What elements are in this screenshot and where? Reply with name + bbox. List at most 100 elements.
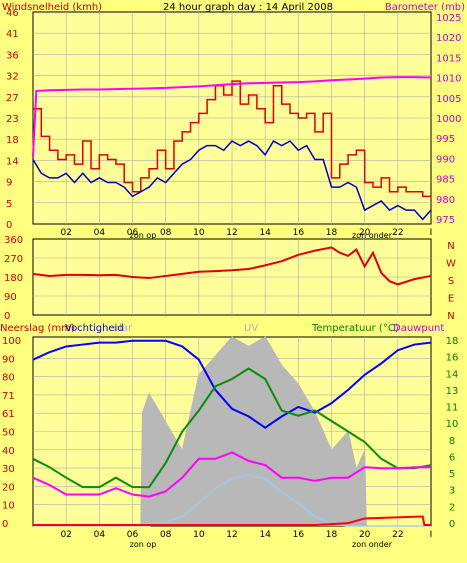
wind-tick-label: 36: [6, 50, 19, 61]
wind-tick-label: 46: [6, 8, 19, 19]
barometer-tick-label: 990: [436, 154, 455, 165]
barometer-tick-label: 975: [436, 215, 455, 226]
left-tick-label: 30: [2, 464, 15, 475]
wind-tick-label: 9: [6, 178, 12, 189]
barometer-series: [32, 76, 432, 157]
temp-tick-label: 18: [446, 336, 459, 347]
rain-series: [33, 515, 431, 527]
compass-tick-label: N: [447, 241, 454, 252]
x-tick-label: 08: [160, 530, 172, 540]
left-tick-label: 71: [2, 391, 15, 402]
compass-tick-label: N: [447, 311, 454, 322]
wind-tick-label: 32: [6, 72, 19, 83]
uv-series: [33, 474, 431, 527]
x-tick-label: 18: [326, 530, 338, 540]
temp-tick-label: 16: [446, 353, 459, 364]
x-tick-label: 10: [193, 228, 205, 238]
x-tick-label: 16: [293, 228, 305, 238]
direction-tick-label: 360: [4, 235, 23, 246]
barometer-tick-label: 1010: [436, 74, 461, 85]
wind-direction-series: [32, 246, 432, 286]
temp-tick-label: 5: [449, 469, 455, 480]
wind-average-series: [32, 140, 432, 221]
wind-tick-label: 18: [6, 135, 19, 146]
x-tick-label: 20: [359, 228, 371, 238]
x-tick-label: 14: [259, 228, 271, 238]
barometer-tick-label: 985: [436, 175, 455, 186]
direction-tick-label: 270: [4, 254, 23, 265]
x-tick-label: 18: [326, 228, 338, 238]
temp-tick-label: 14: [446, 369, 459, 380]
uv-overlay-label: UV: [244, 323, 258, 334]
temp-tick-label: 13: [446, 386, 459, 397]
tick-layer: 02 04 06 08 10 12 14 16 18 20 22 I02 04 06 08 10 12 14 16 1…: [2, 8, 461, 540]
x-tick-label: 06: [127, 530, 139, 540]
temp-tick-label: 0: [449, 519, 455, 530]
x-tick-label: 12: [226, 228, 237, 238]
x-tick-label: 22: [392, 228, 403, 238]
barometer-axis-title: Barometer (mb): [385, 2, 465, 13]
left-tick-label: 80: [2, 373, 15, 384]
x-tick-label: 02: [60, 530, 71, 540]
barometer-tick-label: 1020: [436, 33, 461, 44]
x-tick-label: 14: [259, 530, 271, 540]
x-tick-label: 22: [392, 530, 403, 540]
wind-tick-label: 23: [6, 114, 19, 125]
x-tick-label: 16: [293, 530, 305, 540]
temp-tick-label: 6: [449, 452, 455, 463]
barometer-tick-label: 980: [436, 195, 455, 206]
compass-tick-label: W: [446, 259, 456, 270]
x-tick-label: I: [430, 530, 433, 540]
compass-tick-label: S: [448, 276, 454, 287]
x-tick-label: 02: [60, 228, 71, 238]
x-tick-label: 04: [94, 228, 106, 238]
temperature-series: [32, 367, 432, 489]
series-layer: [32, 76, 432, 527]
wind-tick-label: 5: [6, 199, 12, 210]
wind-gust-series: [33, 80, 431, 198]
temperature-axis-title: Temperatuur (°C): [311, 323, 399, 334]
left-tick-label: 10: [2, 501, 15, 512]
left-tick-label: 61: [2, 409, 15, 420]
direction-tick-label: 90: [4, 292, 17, 303]
dewpoint-axis-title: Dauwpunt: [393, 323, 444, 334]
barometer-tick-label: 1000: [436, 114, 461, 125]
x-tick-label: I: [430, 228, 433, 238]
temp-tick-label: 3: [449, 486, 455, 497]
temp-tick-label: 11: [446, 403, 459, 414]
humidity-series: [32, 339, 432, 429]
humidity-axis-title: Vochtigheid: [65, 323, 124, 334]
wind-axis-title: Windsnelheid (kmh): [2, 2, 102, 13]
x-tick-label: 12: [226, 530, 237, 540]
left-tick-label: 50: [2, 428, 15, 439]
x-tick-label: 10: [193, 530, 205, 540]
left-tick-label: 40: [2, 446, 15, 457]
barometer-tick-label: 1005: [436, 94, 461, 105]
left-tick-label: 20: [2, 482, 15, 493]
dewpoint-series: [32, 451, 431, 498]
solar-series: [33, 336, 431, 527]
temp-tick-label: 10: [446, 419, 459, 430]
solar-overlay-label: olar: [113, 323, 133, 334]
left-tick-label: 90: [2, 354, 15, 365]
left-tick-label: 100: [2, 336, 21, 347]
sunrise-label-bottom: zon op: [130, 540, 157, 549]
barometer-tick-label: 1025: [436, 13, 461, 24]
sunset-label-top: zon onder: [352, 231, 393, 240]
x-tick-label: 20: [359, 530, 371, 540]
direction-tick-label: 180: [4, 273, 23, 284]
temp-tick-label: 8: [449, 436, 455, 447]
sunrise-label-top: zon op: [130, 231, 157, 240]
compass-tick-label: E: [448, 294, 454, 305]
rain-axis-title: Neerslag (mm): [0, 323, 75, 334]
left-tick-label: 0: [2, 519, 8, 530]
wind-tick-label: 14: [6, 156, 19, 167]
x-tick-label: 04: [94, 530, 106, 540]
x-tick-label: 08: [160, 228, 172, 238]
wind-tick-label: 41: [6, 29, 19, 40]
barometer-tick-label: 1015: [436, 53, 461, 64]
x-tick-label: 06: [127, 228, 139, 238]
sunset-label-bottom: zon onder: [352, 540, 393, 549]
